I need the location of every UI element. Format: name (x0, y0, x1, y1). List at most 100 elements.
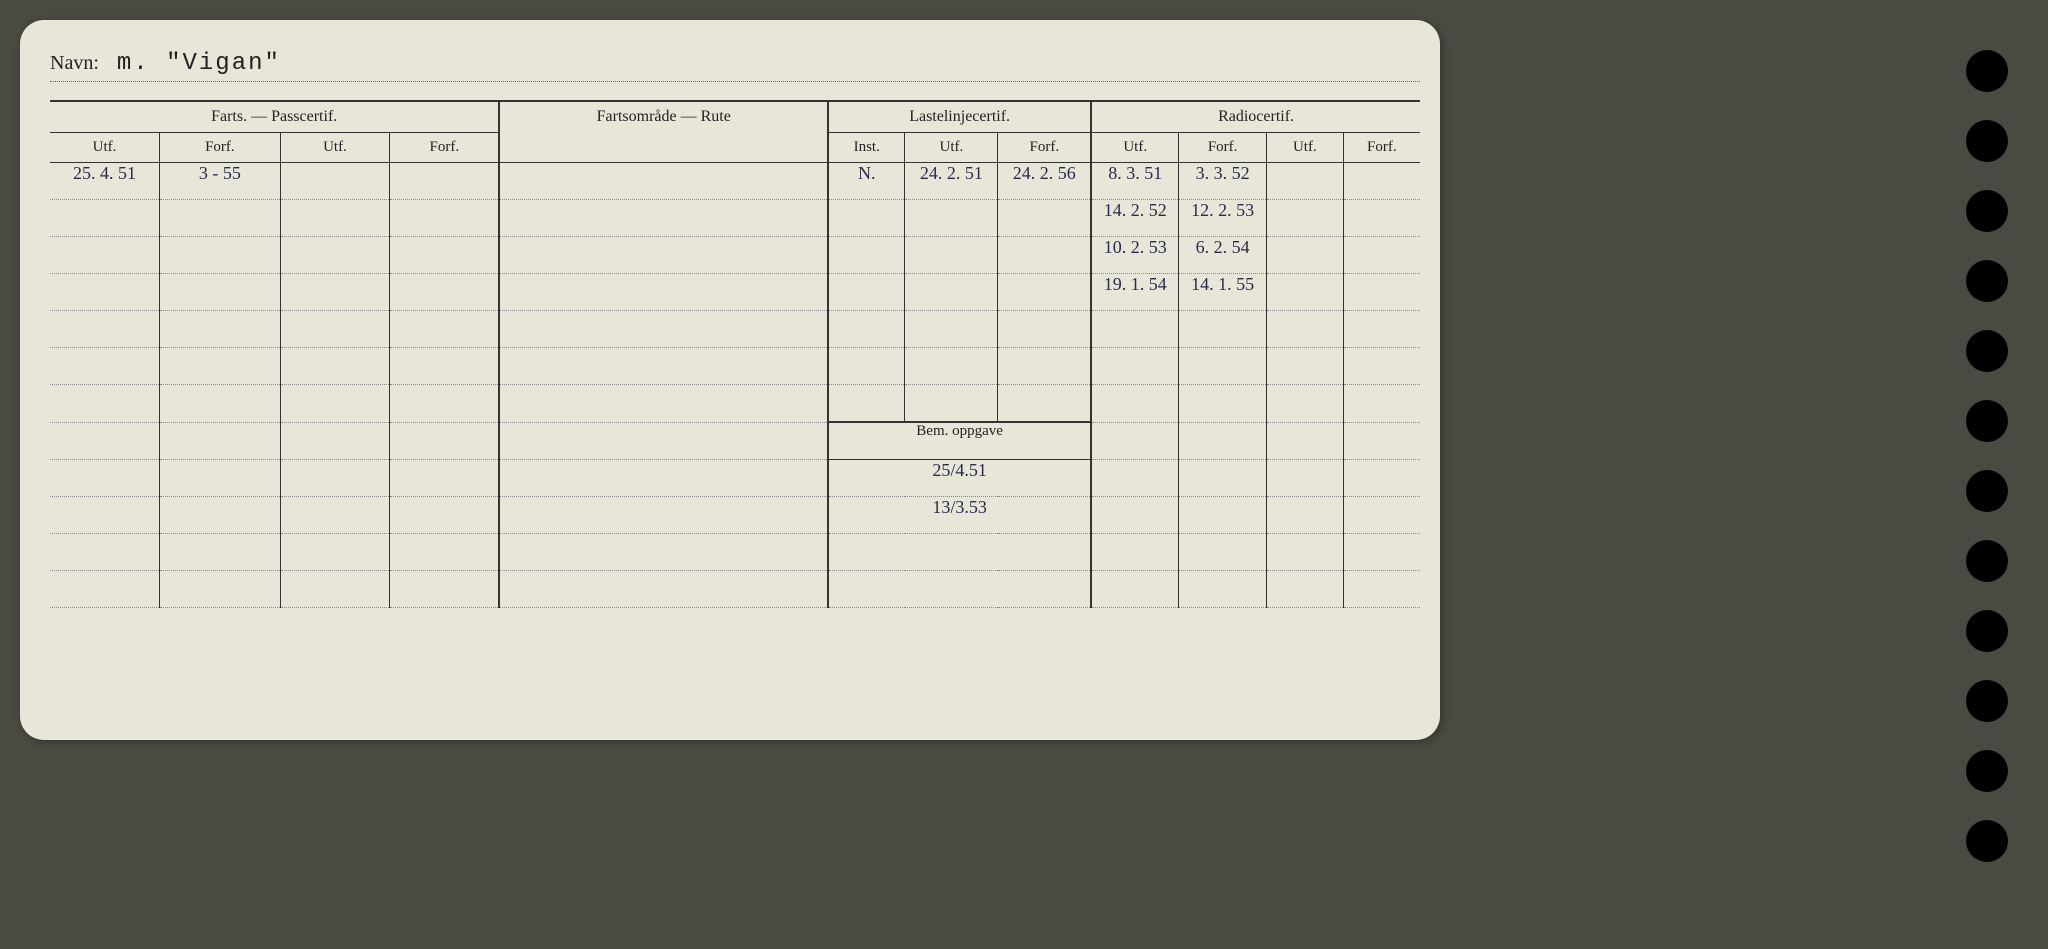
cell (160, 570, 281, 607)
cell (50, 237, 160, 274)
bem-row (50, 533, 1420, 570)
cell (998, 311, 1091, 348)
cell (280, 533, 390, 570)
cell (390, 496, 500, 533)
bem-row: 25/4.51 (50, 459, 1420, 496)
record-card: Navn: m. "Vigan" Farts. — Passcertif. Fa… (20, 20, 1440, 740)
sub-utf: Utf. (1091, 133, 1179, 163)
cell (1179, 459, 1267, 496)
cell (160, 311, 281, 348)
cell (50, 496, 160, 533)
cell (390, 385, 500, 423)
cell (50, 348, 160, 385)
cell (1266, 237, 1343, 274)
cell: 24. 2. 56 (998, 163, 1091, 200)
cell (280, 163, 390, 200)
cell (998, 274, 1091, 311)
cell (1343, 496, 1420, 533)
cell (1091, 422, 1179, 459)
punch-hole-icon (1966, 470, 2008, 512)
cell (499, 163, 828, 200)
cell (998, 200, 1091, 237)
cell (1179, 422, 1267, 459)
cell (828, 237, 905, 274)
cell: 12. 2. 53 (1179, 200, 1267, 237)
cell (50, 311, 160, 348)
bem-cell: 13/3.53 (828, 496, 1091, 533)
cell (1266, 385, 1343, 423)
cell (280, 311, 390, 348)
cell (499, 311, 828, 348)
cell (280, 385, 390, 423)
cell (390, 163, 500, 200)
cell (390, 274, 500, 311)
cell (390, 311, 500, 348)
cell (160, 422, 281, 459)
sub-utf: Utf. (50, 133, 160, 163)
cell (160, 459, 281, 496)
cell (1179, 496, 1267, 533)
cell (280, 237, 390, 274)
cell: 25. 4. 51 (50, 163, 160, 200)
cell (1179, 348, 1267, 385)
punch-hole-icon (1966, 400, 2008, 442)
cell (280, 422, 390, 459)
cell (1266, 570, 1343, 607)
cell (50, 200, 160, 237)
cell (1091, 311, 1179, 348)
cell: 3 - 55 (160, 163, 281, 200)
cell (828, 348, 905, 385)
cell (499, 348, 828, 385)
table-row (50, 385, 1420, 423)
cell (390, 237, 500, 274)
cell (1179, 385, 1267, 423)
cell (390, 459, 500, 496)
sub-forf: Forf. (998, 133, 1091, 163)
cell (1091, 533, 1179, 570)
punch-hole-icon (1966, 50, 2008, 92)
sub-forf: Forf. (390, 133, 500, 163)
name-row: Navn: m. "Vigan" (50, 50, 1420, 82)
sub-utf: Utf. (280, 133, 390, 163)
bem-header: Bem. oppgave (828, 422, 1091, 459)
cell (390, 348, 500, 385)
header-rute: Fartsområde — Rute (499, 101, 828, 163)
cell (905, 237, 998, 274)
cell (160, 237, 281, 274)
cell (499, 533, 828, 570)
cell: 19. 1. 54 (1091, 274, 1179, 311)
cell (905, 385, 998, 423)
cell (1343, 311, 1420, 348)
table-row: 19. 1. 54 14. 1. 55 (50, 274, 1420, 311)
cell (828, 311, 905, 348)
cell (160, 274, 281, 311)
cell (1091, 496, 1179, 533)
cell: 6. 2. 54 (1179, 237, 1267, 274)
cell (280, 200, 390, 237)
cell (1266, 459, 1343, 496)
cell (280, 459, 390, 496)
cell (1179, 533, 1267, 570)
sub-forf: Forf. (1343, 133, 1420, 163)
cell: 24. 2. 51 (905, 163, 998, 200)
cell (1266, 348, 1343, 385)
cell (1091, 459, 1179, 496)
punch-hole-icon (1966, 680, 2008, 722)
cell (828, 274, 905, 311)
cell (390, 570, 500, 607)
cell (1266, 533, 1343, 570)
punch-holes (1966, 50, 2008, 862)
punch-hole-icon (1966, 540, 2008, 582)
header-farts: Farts. — Passcertif. (50, 101, 499, 133)
cell (1266, 496, 1343, 533)
cell (1266, 422, 1343, 459)
cell (1266, 200, 1343, 237)
cell: 8. 3. 51 (1091, 163, 1179, 200)
cell (280, 348, 390, 385)
table-body: 25. 4. 51 3 - 55 N. 24. 2. 51 24. 2. 56 … (50, 163, 1420, 608)
header-radio: Radiocertif. (1091, 101, 1420, 133)
cell (280, 274, 390, 311)
punch-hole-icon (1966, 120, 2008, 162)
cell (1266, 274, 1343, 311)
cell (499, 274, 828, 311)
